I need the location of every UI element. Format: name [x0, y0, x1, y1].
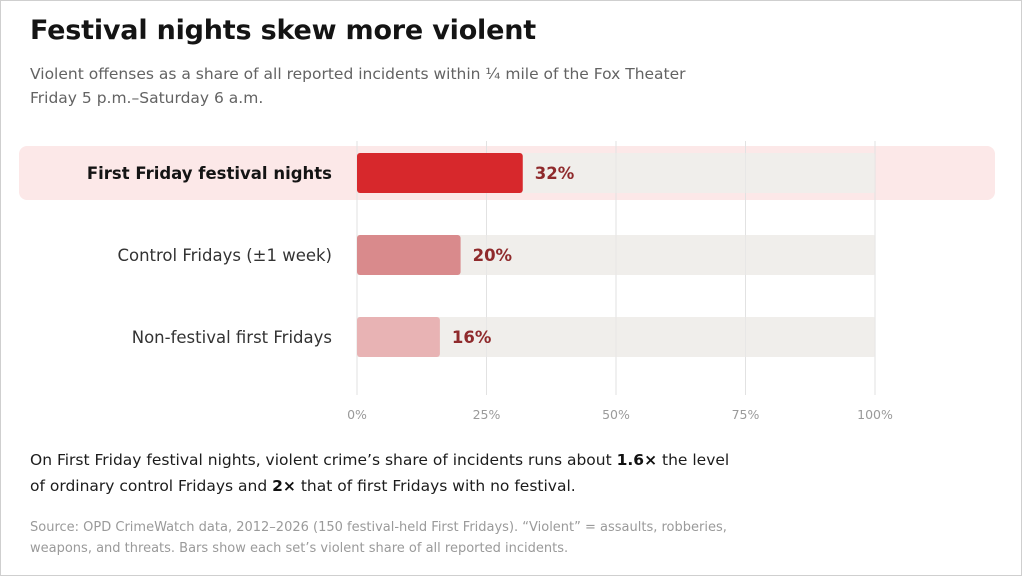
x-tick-label-100: 100%	[857, 407, 893, 422]
category-label-2: Control Fridays (±1 week)	[117, 246, 332, 265]
source-note: Source: OPD CrimeWatch data, 2012–2026 (…	[30, 520, 727, 556]
subtitle-line-2: Friday 5 p.m.–Saturday 6 a.m.	[30, 89, 264, 107]
x-tick-label-50: 50%	[602, 407, 630, 422]
category-label-1: First Friday festival nights	[87, 164, 332, 183]
x-tick-label-75: 75%	[732, 407, 760, 422]
takeaway-bold-1: 1.6×	[616, 451, 658, 469]
takeaway-part-2: the level of ordinary control Fridays an…	[30, 451, 730, 495]
takeaway-text: On First Friday festival nights, violent…	[30, 447, 730, 499]
x-tick-label-25: 25%	[473, 407, 501, 422]
value-label-3: 16%	[452, 328, 492, 347]
x-tick-label-0: 0%	[347, 407, 367, 422]
subtitle-line-1: Violent offenses as a share of all repor…	[30, 65, 686, 83]
bar-2	[357, 235, 461, 275]
bar-1	[357, 153, 523, 193]
chart-title: Festival nights skew more violent	[30, 15, 536, 46]
value-label-2: 20%	[473, 246, 513, 265]
bar-chart: First Friday festival nights 32% Control F…	[19, 141, 995, 422]
chart-subtitle: Violent offenses as a share of all repor…	[30, 62, 750, 110]
value-label-1: 32%	[535, 164, 575, 183]
category-label-3: Non-festival first Fridays	[132, 328, 332, 347]
bar-3	[357, 317, 440, 357]
takeaway-part-1: On First Friday festival nights, violent…	[30, 451, 617, 469]
takeaway-bold-2: 2×	[272, 477, 296, 495]
takeaway-part-3: that of first Fridays with no festival.	[295, 477, 576, 495]
